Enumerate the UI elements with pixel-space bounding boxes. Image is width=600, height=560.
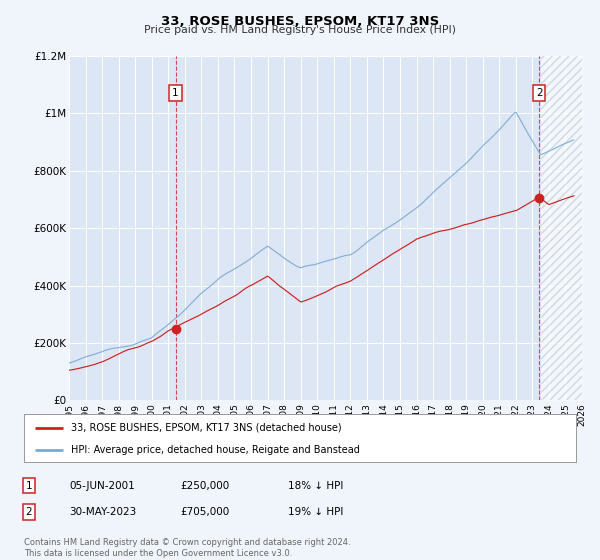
Text: 1: 1 xyxy=(172,88,179,99)
Text: 18% ↓ HPI: 18% ↓ HPI xyxy=(288,480,343,491)
Text: 1: 1 xyxy=(25,480,32,491)
Text: Contains HM Land Registry data © Crown copyright and database right 2024.
This d: Contains HM Land Registry data © Crown c… xyxy=(24,538,350,558)
Text: 2: 2 xyxy=(25,507,32,517)
Text: Price paid vs. HM Land Registry's House Price Index (HPI): Price paid vs. HM Land Registry's House … xyxy=(144,25,456,35)
Text: £250,000: £250,000 xyxy=(180,480,229,491)
Text: 05-JUN-2001: 05-JUN-2001 xyxy=(69,480,135,491)
Text: 33, ROSE BUSHES, EPSOM, KT17 3NS: 33, ROSE BUSHES, EPSOM, KT17 3NS xyxy=(161,15,439,27)
Text: 2: 2 xyxy=(536,88,542,99)
Bar xyxy=(541,56,582,400)
Text: 30-MAY-2023: 30-MAY-2023 xyxy=(69,507,136,517)
Text: 33, ROSE BUSHES, EPSOM, KT17 3NS (detached house): 33, ROSE BUSHES, EPSOM, KT17 3NS (detach… xyxy=(71,423,341,433)
Text: £705,000: £705,000 xyxy=(180,507,229,517)
Text: 19% ↓ HPI: 19% ↓ HPI xyxy=(288,507,343,517)
Text: HPI: Average price, detached house, Reigate and Banstead: HPI: Average price, detached house, Reig… xyxy=(71,445,360,455)
